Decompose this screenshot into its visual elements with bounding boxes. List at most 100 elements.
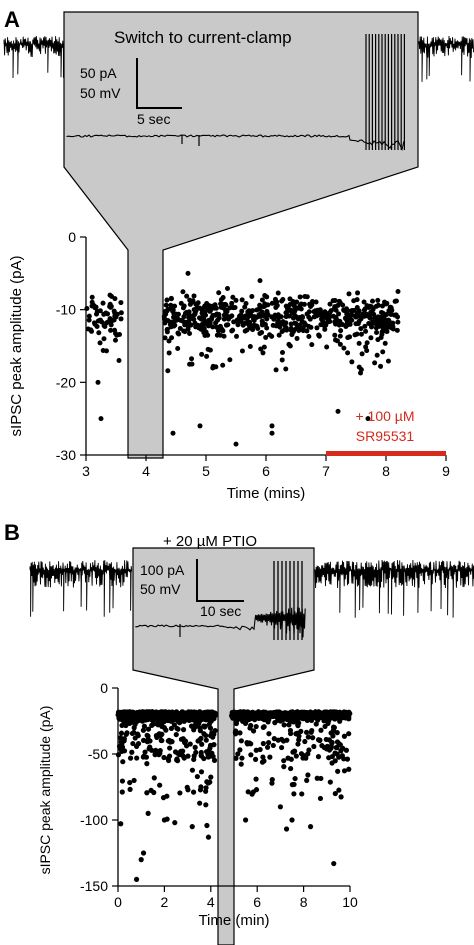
scatter-point xyxy=(127,710,133,716)
scatter-point xyxy=(304,777,310,783)
scatter-point xyxy=(335,408,341,414)
scatter-point xyxy=(323,736,329,743)
scatter-point xyxy=(316,333,322,339)
scatter-point xyxy=(148,787,154,794)
scatter-point xyxy=(328,308,334,314)
scatter-point xyxy=(290,749,296,755)
scatter-point xyxy=(328,730,334,736)
panel-a-x-axis-label: Time (mins) xyxy=(227,485,306,502)
scatter-point xyxy=(196,712,202,719)
scatter-point xyxy=(132,735,138,741)
y-tick-label: -150 xyxy=(80,878,108,894)
scatter-point xyxy=(344,311,350,317)
scatter-point xyxy=(262,303,268,309)
scatter-point xyxy=(257,746,263,753)
scatter-point xyxy=(273,367,279,373)
scatter-point xyxy=(253,723,259,730)
scatter-point xyxy=(233,755,239,761)
scatter-point xyxy=(214,324,220,330)
scatter-point xyxy=(97,308,103,314)
y-tick-label: 0 xyxy=(68,229,76,245)
panel-b-inset-background xyxy=(132,547,315,945)
scatter-point xyxy=(289,817,295,823)
scatter-point xyxy=(235,322,241,328)
scatter-point xyxy=(158,709,164,715)
scatter-point xyxy=(257,302,263,308)
scatter-point xyxy=(140,711,146,717)
scatter-point xyxy=(112,337,118,343)
scatter-point xyxy=(205,834,212,840)
scatter-point xyxy=(99,319,105,325)
scatter-point xyxy=(204,822,210,829)
scatter-point xyxy=(243,300,249,306)
x-tick-label: 3 xyxy=(82,463,90,479)
panel-a-scale-bar: 50 pA 50 mV 5 sec xyxy=(80,58,182,127)
scatter-point xyxy=(283,826,290,832)
scatter-point xyxy=(291,791,297,797)
scatter-point xyxy=(288,765,294,772)
scatter-point xyxy=(364,340,370,346)
y-tick-label: -50 xyxy=(88,746,108,762)
scatter-point xyxy=(380,349,386,355)
scatter-point xyxy=(306,713,312,719)
scatter-point xyxy=(145,726,152,732)
scatter-point xyxy=(260,724,266,730)
scatter-point xyxy=(161,754,167,761)
scatter-point xyxy=(279,744,285,751)
scatter-point xyxy=(180,318,186,324)
scatter-point xyxy=(203,802,209,808)
scatter-point xyxy=(269,423,275,429)
panel-b-y-ticks: 0 -50 -100 -150 xyxy=(80,680,118,894)
scatter-point xyxy=(233,297,239,303)
scatter-point xyxy=(311,743,317,750)
scatter-point xyxy=(372,360,378,366)
scatter-point xyxy=(383,328,389,334)
scatter-point xyxy=(232,731,239,737)
scatter-point xyxy=(198,717,204,723)
scatter-point xyxy=(96,330,102,336)
x-tick-label: 5 xyxy=(202,463,210,479)
scatter-point xyxy=(332,319,338,325)
x-tick-label: 6 xyxy=(253,894,261,910)
scatter-point xyxy=(140,754,146,760)
scatter-point xyxy=(263,334,269,340)
scatter-point xyxy=(348,308,354,314)
scatter-point xyxy=(179,709,185,715)
scatter-point xyxy=(210,753,216,760)
scatter-point xyxy=(187,361,193,367)
scatter-point xyxy=(112,296,118,302)
scatter-point xyxy=(188,322,194,328)
scatter-point xyxy=(303,729,310,735)
scatter-point xyxy=(241,315,247,321)
scatter-point xyxy=(270,742,276,749)
scatter-point xyxy=(144,739,150,745)
scatter-point xyxy=(274,299,280,305)
y-tick-label: 0 xyxy=(100,680,108,696)
scatter-point xyxy=(229,313,235,319)
scatter-point xyxy=(247,322,253,328)
scatter-point xyxy=(323,310,329,316)
scatter-point xyxy=(129,749,135,755)
scatter-point xyxy=(205,751,211,757)
scatter-point xyxy=(302,293,308,299)
scatter-point xyxy=(223,322,229,328)
scatter-point xyxy=(332,337,338,343)
scatter-point xyxy=(314,325,320,331)
scatter-point xyxy=(180,748,186,754)
panel-b-scale-amp: 100 pA xyxy=(140,562,185,578)
scatter-point xyxy=(235,751,241,757)
scatter-point xyxy=(355,321,361,327)
scatter-point xyxy=(315,712,321,719)
scatter-point xyxy=(176,331,182,337)
scatter-point xyxy=(279,357,285,363)
scatter-point xyxy=(157,750,163,756)
scatter-point xyxy=(164,327,170,333)
scatter-point xyxy=(138,857,144,863)
scatter-point xyxy=(232,710,239,716)
scatter-point xyxy=(116,743,123,749)
scatter-point xyxy=(249,293,255,299)
x-tick-label: 7 xyxy=(322,463,330,479)
scatter-point xyxy=(170,430,176,436)
y-tick-label: -30 xyxy=(56,447,76,463)
scatter-point xyxy=(266,731,272,737)
